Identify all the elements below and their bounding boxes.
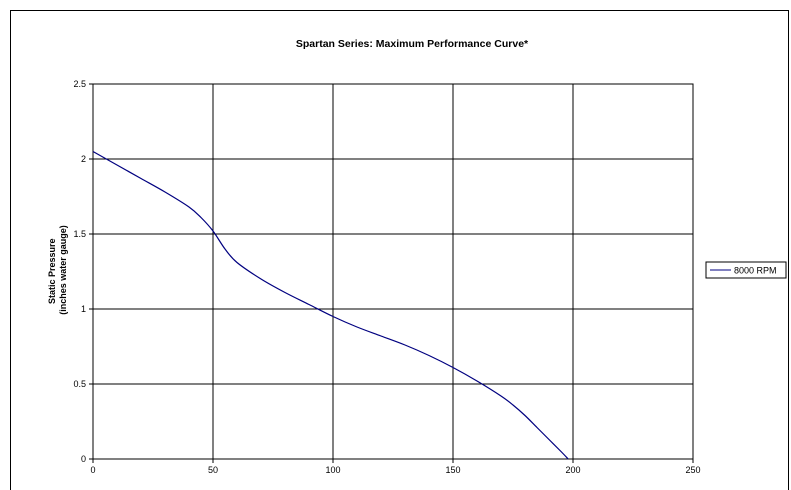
y-tick-label: 1.5 xyxy=(73,229,86,239)
y-tick-label: 0 xyxy=(81,454,86,464)
x-tick-label: 150 xyxy=(445,465,460,475)
x-axis: 0 50 100 150 200 250 xyxy=(90,459,701,475)
y-tick-label: 1 xyxy=(81,304,86,314)
y-tick-label: 2 xyxy=(81,154,86,164)
legend-label: 8000 RPM xyxy=(734,266,777,276)
x-tick-label: 0 xyxy=(90,465,95,475)
chart-title: Spartan Series: Maximum Performance Curv… xyxy=(296,38,529,50)
series-layer xyxy=(92,150,569,460)
x-tick-label: 250 xyxy=(685,465,700,475)
y-tick-label: 2.5 xyxy=(73,79,86,89)
series-line-8000-rpm xyxy=(92,150,569,460)
x-tick-label: 200 xyxy=(565,465,580,475)
plot-area xyxy=(92,83,694,460)
grid xyxy=(92,83,694,460)
y-axis: 0 0.5 1 1.5 2 2.5 xyxy=(73,79,93,464)
x-tick-label: 50 xyxy=(208,465,218,475)
y-tick-label: 0.5 xyxy=(73,379,86,389)
legend: 8000 RPM xyxy=(705,261,787,279)
x-tick-label: 100 xyxy=(325,465,340,475)
y-axis-label-line-1: Static Pressure xyxy=(47,238,57,304)
legend-box xyxy=(705,261,787,279)
y-axis-label: Static Pressure (inches water gauge) xyxy=(47,225,68,315)
y-axis-label-line-2: (inches water gauge) xyxy=(58,225,68,315)
chart-frame xyxy=(10,10,789,490)
